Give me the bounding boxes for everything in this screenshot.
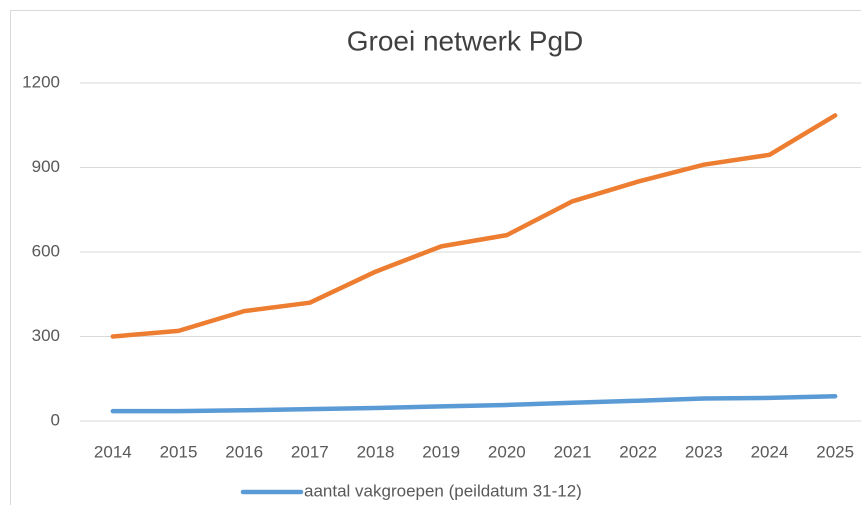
x-tick-label: 2019 <box>422 442 460 461</box>
x-tick-label: 2015 <box>160 442 198 461</box>
legend-label: aantal vakgroepen (peildatum 31-12) <box>304 481 582 500</box>
x-tick-label: 2023 <box>685 442 723 461</box>
x-tick-label: 2014 <box>94 442 132 461</box>
y-tick-label: 1200 <box>22 72 60 91</box>
x-tick-label: 2021 <box>554 442 592 461</box>
chart-frame <box>10 10 861 505</box>
y-tick-label: 300 <box>32 326 60 345</box>
y-tick-label: 600 <box>32 241 60 260</box>
x-tick-label: 2025 <box>816 442 854 461</box>
chart-title: Groei netwerk PgD <box>347 25 584 56</box>
x-tick-label: 2017 <box>291 442 329 461</box>
x-tick-label: 2016 <box>225 442 263 461</box>
x-tick-label: 2020 <box>488 442 526 461</box>
line-series <box>110 113 838 339</box>
x-tick-label: 2022 <box>619 442 657 461</box>
y-tick-label: 900 <box>32 157 60 176</box>
line-series <box>110 393 838 414</box>
x-tick-label: 2024 <box>751 442 789 461</box>
y-tick-label: 0 <box>51 410 60 429</box>
x-tick-label: 2018 <box>357 442 395 461</box>
